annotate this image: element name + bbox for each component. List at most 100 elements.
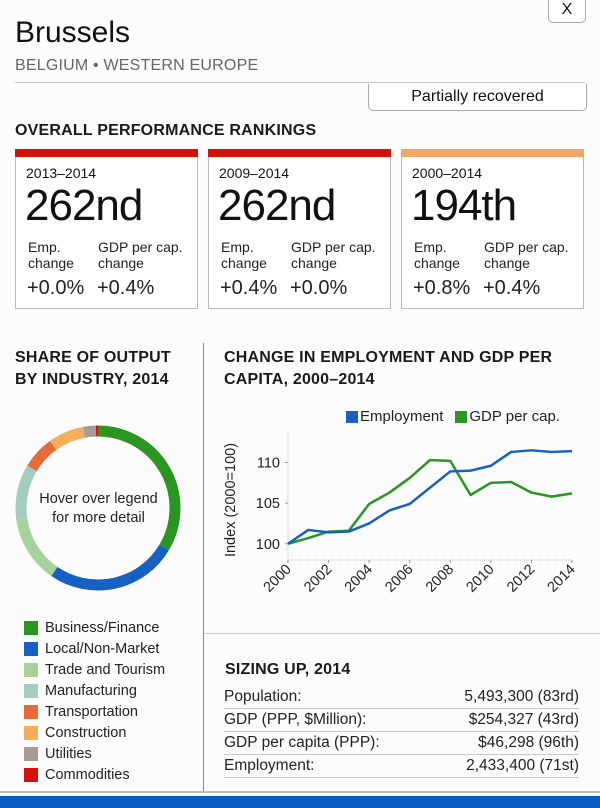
- legend-swatch: [24, 746, 38, 761]
- gdp-label-line-1: GDP per cap.: [98, 239, 183, 255]
- sizing-row: GDP per capita (PPP): $46,298 (96th): [224, 732, 579, 755]
- sizing-value: $254,327 (43rd): [468, 711, 579, 728]
- sizing-label: GDP (PPP, $Million):: [224, 711, 367, 728]
- emp-label-line-1: Emp.: [414, 239, 447, 255]
- gdp-change-label: GDP per cap. change: [484, 239, 569, 271]
- y-tick-label: 100: [256, 537, 280, 553]
- x-tick-label: 2008: [423, 562, 457, 596]
- x-tick-label: 2006: [382, 562, 416, 596]
- y-tick-label: 110: [257, 456, 280, 472]
- legend-label: Trade and Tourism: [45, 661, 166, 678]
- gdp-label-line-2: change: [291, 255, 337, 271]
- x-tick-label: 2010: [464, 562, 498, 596]
- ranking-value: 262nd: [25, 181, 143, 230]
- vertical-divider: [203, 343, 204, 793]
- emp-label-line-1: Emp.: [221, 239, 254, 255]
- donut-center-line-1: Hover over legend: [39, 491, 158, 507]
- legend-swatch: [24, 641, 38, 656]
- gdp-change-value: +0.4%: [483, 277, 541, 299]
- legend-item-utilities[interactable]: Utilities: [24, 743, 165, 764]
- section-divider: [204, 633, 600, 634]
- ranking-color-bar: [208, 149, 391, 157]
- legend-item-business-finance[interactable]: Business/Finance: [24, 617, 165, 638]
- employment-gdp-line-chart: 100 105 110 2000 2002 2004 2006 2008 2010 2012 201…: [223, 430, 579, 596]
- ranking-color-bar: [401, 149, 584, 157]
- x-tick-label: 2000: [261, 562, 295, 596]
- y-tick-label: 105: [256, 496, 280, 512]
- legend-label: Commodities: [45, 766, 130, 783]
- legend-label: Construction: [45, 724, 127, 741]
- legend-item-trade-and-tourism[interactable]: Trade and Tourism: [24, 659, 165, 680]
- sizing-value: 5,493,300 (83rd): [464, 688, 579, 705]
- employment-chart-heading: CHANGE IN EMPLOYMENT AND GDP PER CAPITA,…: [224, 347, 584, 391]
- gdp-change-label: GDP per cap. change: [291, 239, 376, 271]
- sizing-row: Population: 5,493,300 (83rd): [224, 686, 579, 709]
- x-tick-label: 2002: [301, 562, 335, 596]
- sizing-row: Employment: 2,433,400 (71st): [224, 755, 579, 778]
- donut-segment-trade-and-tourism: [16, 518, 58, 576]
- legend-label: Transportation: [45, 703, 138, 720]
- donut-segment-manufacturing: [15, 465, 37, 521]
- bottom-rule: [0, 791, 600, 793]
- donut-center-text: Hover over legend for more detail: [20, 490, 177, 528]
- legend-item-local-non-market[interactable]: Local/Non-Market: [24, 638, 165, 659]
- gdp-change-label: GDP per cap. change: [98, 239, 183, 271]
- donut-segment-construction: [49, 426, 86, 451]
- share-heading-line-2: BY INDUSTRY, 2014: [15, 371, 169, 388]
- legend-item-manufacturing[interactable]: Manufacturing: [24, 680, 165, 701]
- x-tick-label: 2014: [545, 562, 579, 596]
- ranking-card: 2009–2014 262nd Emp. change GDP per cap. chan…: [208, 149, 391, 309]
- line-chart-legend: Employment GDP per cap.: [346, 408, 560, 425]
- sizing-row: GDP (PPP, $Million): $254,327 (43rd): [224, 709, 579, 732]
- sizing-value: 2,433,400 (71st): [466, 757, 579, 774]
- x-tick-label: 2012: [504, 562, 538, 596]
- close-button[interactable]: X: [548, 0, 586, 23]
- emp-label-line-1: Emp.: [28, 239, 61, 255]
- sizing-value: $46,298 (96th): [478, 734, 579, 751]
- ranking-value: 262nd: [218, 181, 336, 230]
- city-title: Brussels: [15, 16, 131, 49]
- emp-change-value: +0.8%: [413, 277, 471, 299]
- sizing-label: GDP per capita (PPP):: [224, 734, 380, 751]
- y-axis-label: Index (2000=100): [223, 443, 239, 557]
- share-heading: SHARE OF OUTPUT BY INDUSTRY, 2014: [15, 347, 171, 391]
- emp-change-label: Emp. change: [414, 239, 460, 271]
- header-divider: [15, 82, 585, 83]
- employment-legend-swatch: [346, 410, 358, 423]
- ranking-color-bar: [15, 149, 198, 157]
- emp-change-label: Emp. change: [28, 239, 74, 271]
- donut-segment-business-finance: [98, 425, 181, 551]
- gdp-label-line-1: GDP per cap.: [291, 239, 376, 255]
- legend-swatch: [24, 725, 38, 740]
- donut-segment-local-non-market: [51, 544, 169, 591]
- x-tick-label: 2004: [342, 562, 376, 596]
- industry-donut-chart: [15, 425, 181, 591]
- legend-label: Utilities: [45, 745, 92, 762]
- legend-swatch: [24, 662, 38, 677]
- gdp-label-line-1: GDP per cap.: [484, 239, 569, 255]
- ranking-period: 2009–2014: [219, 165, 290, 181]
- legend-item-commodities[interactable]: Commodities: [24, 764, 165, 785]
- ranking-period: 2000–2014: [412, 165, 483, 181]
- region-subtitle: BELGIUM • WESTERN EUROPE: [15, 57, 259, 74]
- ranking-card: 2000–2014 194th Emp. change GDP per cap. chan…: [401, 149, 584, 309]
- gdp-change-value: +0.4%: [97, 277, 155, 299]
- bottom-bar: [0, 796, 600, 808]
- gdp-legend-swatch: [455, 410, 468, 423]
- sizing-label: Population:: [224, 688, 302, 705]
- series-line-employment: [287, 449, 573, 545]
- status-badge: Partially recovered: [368, 84, 587, 111]
- legend-swatch: [24, 704, 38, 719]
- legend-item-transportation[interactable]: Transportation: [24, 701, 165, 722]
- industry-legend: Business/Finance Local/Non-Market Trade an…: [24, 617, 165, 785]
- sizing-label: Employment:: [224, 757, 315, 774]
- gdp-label-line-2: change: [98, 255, 144, 271]
- legend-label: Business/Finance: [45, 619, 160, 636]
- ranking-period: 2013–2014: [26, 165, 97, 181]
- gdp-label-line-2: change: [484, 255, 530, 271]
- legend-label: Local/Non-Market: [45, 640, 160, 657]
- emp-label-line-2: change: [28, 255, 74, 271]
- ranking-card: 2013–2014 262nd Emp. change GDP per cap. chan…: [15, 149, 198, 309]
- legend-item-construction[interactable]: Construction: [24, 722, 165, 743]
- legend-label: Manufacturing: [45, 682, 137, 699]
